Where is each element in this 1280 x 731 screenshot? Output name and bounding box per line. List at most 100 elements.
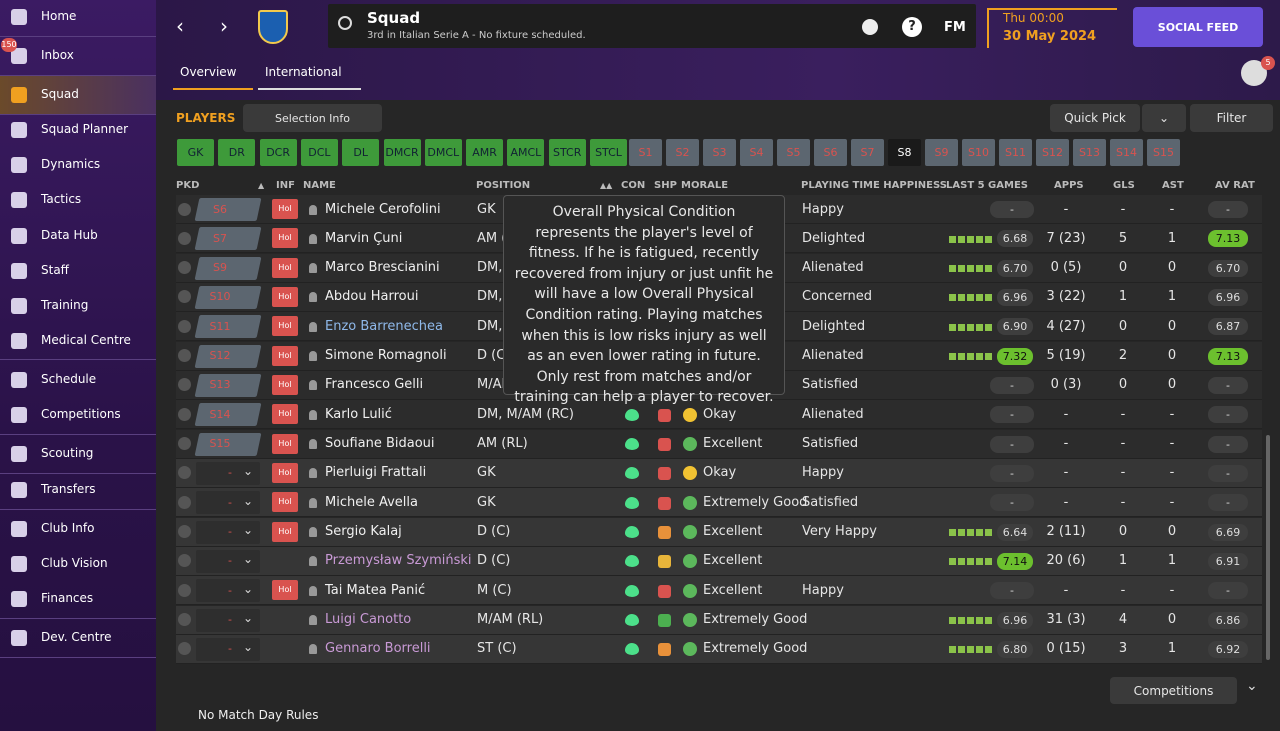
nav-item[interactable]: Inbox [41,48,74,62]
row[interactable] [176,517,1262,547]
slot-filter[interactable]: S15 [1147,139,1180,166]
nav-item[interactable]: Squad Planner [41,122,129,136]
column-header[interactable]: LAST 5 GAMES [946,180,1028,191]
position-filter[interactable]: AMR [466,139,504,166]
slot-filter[interactable]: S5 [777,139,810,166]
checkbox[interactable] [178,466,191,480]
slot-filter[interactable]: S12 [1036,139,1069,166]
fm-logo[interactable]: FM [944,20,966,35]
date-box[interactable] [987,8,1117,48]
checkbox[interactable] [178,495,191,509]
slot-filter[interactable]: S4 [740,139,773,166]
column-header[interactable]: PKD [176,180,200,191]
player-name[interactable]: Michele Avella [325,494,418,510]
column-header[interactable]: NAME [303,180,336,191]
nav-item[interactable]: Dynamics [41,157,101,171]
pkd-dropdown[interactable] [196,637,260,661]
column-header[interactable]: INF [276,180,295,191]
slot-filter[interactable]: S3 [703,139,736,166]
player-name[interactable]: Francesco Gelli [325,377,424,393]
tab[interactable]: Overview [173,58,253,90]
pkd-dropdown[interactable] [196,461,260,485]
row[interactable] [176,634,1262,664]
checkbox[interactable] [178,290,191,304]
nav-item[interactable]: Club Vision [41,556,108,570]
checkbox[interactable] [178,319,191,333]
pkd-dropdown[interactable] [196,520,260,544]
position-filter[interactable]: DMCR [383,139,421,166]
row[interactable] [176,605,1262,635]
filter[interactable]: Filter [1190,104,1273,132]
nav-item[interactable]: Schedule [41,372,97,386]
column-header[interactable]: SHP [654,180,677,191]
nav-item[interactable]: Home [41,9,77,23]
column-header[interactable]: APPS [1054,180,1084,191]
slot-filter[interactable]: S7 [851,139,884,166]
position-filter[interactable]: DR [218,139,256,166]
social-feed[interactable]: SOCIAL FEED [1133,7,1263,47]
nav-item[interactable]: Transfers [41,482,96,496]
position-filter[interactable]: DL [342,139,380,166]
nav-item[interactable]: Dev. Centre [41,630,112,644]
nav-item[interactable]: Staff [41,263,69,277]
row[interactable] [176,488,1262,518]
player-name[interactable]: Sergio Kalaj [325,524,402,540]
column-header[interactable]: AST [1162,180,1184,191]
nav-item[interactable]: Squad [41,87,79,101]
nav-item[interactable]: Competitions [41,407,121,421]
row[interactable] [176,576,1262,606]
nav-item[interactable]: Training [41,298,89,312]
forward[interactable]: › [220,14,228,38]
quick-pick-menu[interactable]: ⌄ [1142,104,1186,132]
checkbox[interactable] [178,407,191,421]
player-name[interactable]: Pierluigi Frattali [325,465,427,481]
player-name[interactable]: Gennaro Borrelli [325,641,431,657]
position-filter[interactable]: GK [177,139,214,166]
pkd-dropdown[interactable] [196,608,260,632]
column-header[interactable]: MORALE [681,180,729,191]
checkbox[interactable] [178,525,191,539]
checkbox[interactable] [178,642,191,656]
position-filter[interactable]: DCR [259,139,297,166]
column-header[interactable]: POSITION [476,180,531,191]
column-header[interactable]: PLAYING TIME HAPPINESS [801,180,947,191]
checkbox[interactable] [178,554,191,568]
help[interactable]: ? [902,17,922,37]
slot-filter[interactable]: S13 [1073,139,1106,166]
quick-pick[interactable]: Quick Pick [1050,104,1140,132]
position-filter[interactable]: STCL [590,139,627,166]
checkbox[interactable] [178,378,191,392]
slot-filter[interactable]: S10 [962,139,995,166]
position-filter[interactable]: DMCL [424,139,462,166]
checkbox[interactable] [178,202,191,216]
player-name[interactable]: Soufiane Bidaoui [325,436,435,452]
column-header[interactable]: GLS [1113,180,1135,191]
slot-filter[interactable]: S11 [999,139,1032,166]
player-name[interactable]: Michele Cerofolini [325,201,441,217]
player-name[interactable]: Abdou Harroui [325,289,419,305]
slot-filter[interactable]: S14 [1110,139,1143,166]
checkbox[interactable] [178,231,191,245]
player-name[interactable]: Marvin Çuni [325,230,403,246]
checkbox[interactable] [178,613,191,627]
player-name[interactable]: Enzo Barrenechea [325,318,444,334]
tab[interactable]: International [258,58,361,90]
slot-filter[interactable]: S8 [888,139,921,166]
player-name[interactable]: Marco Brescianini [325,260,440,276]
slot-filter[interactable]: S6 [814,139,847,166]
player-name[interactable]: Simone Romagnoli [325,348,447,364]
nav-item[interactable]: Tactics [41,192,82,206]
selection-info[interactable]: Selection Info [243,104,382,132]
checkbox[interactable] [178,583,191,597]
nav-item[interactable]: Club Info [41,521,95,535]
checkbox[interactable] [178,261,191,275]
slot-filter[interactable]: S1 [629,139,662,166]
player-name[interactable]: Karlo Lulić [325,406,392,422]
collapse[interactable]: ⌄ [1246,678,1258,694]
back[interactable]: ‹ [176,14,184,38]
position-filter[interactable]: STCR [548,139,586,166]
checkbox[interactable] [178,437,191,451]
pkd-dropdown[interactable] [196,549,260,573]
column-header[interactable]: AV RAT [1215,180,1255,191]
position-filter[interactable]: AMCL [507,139,545,166]
